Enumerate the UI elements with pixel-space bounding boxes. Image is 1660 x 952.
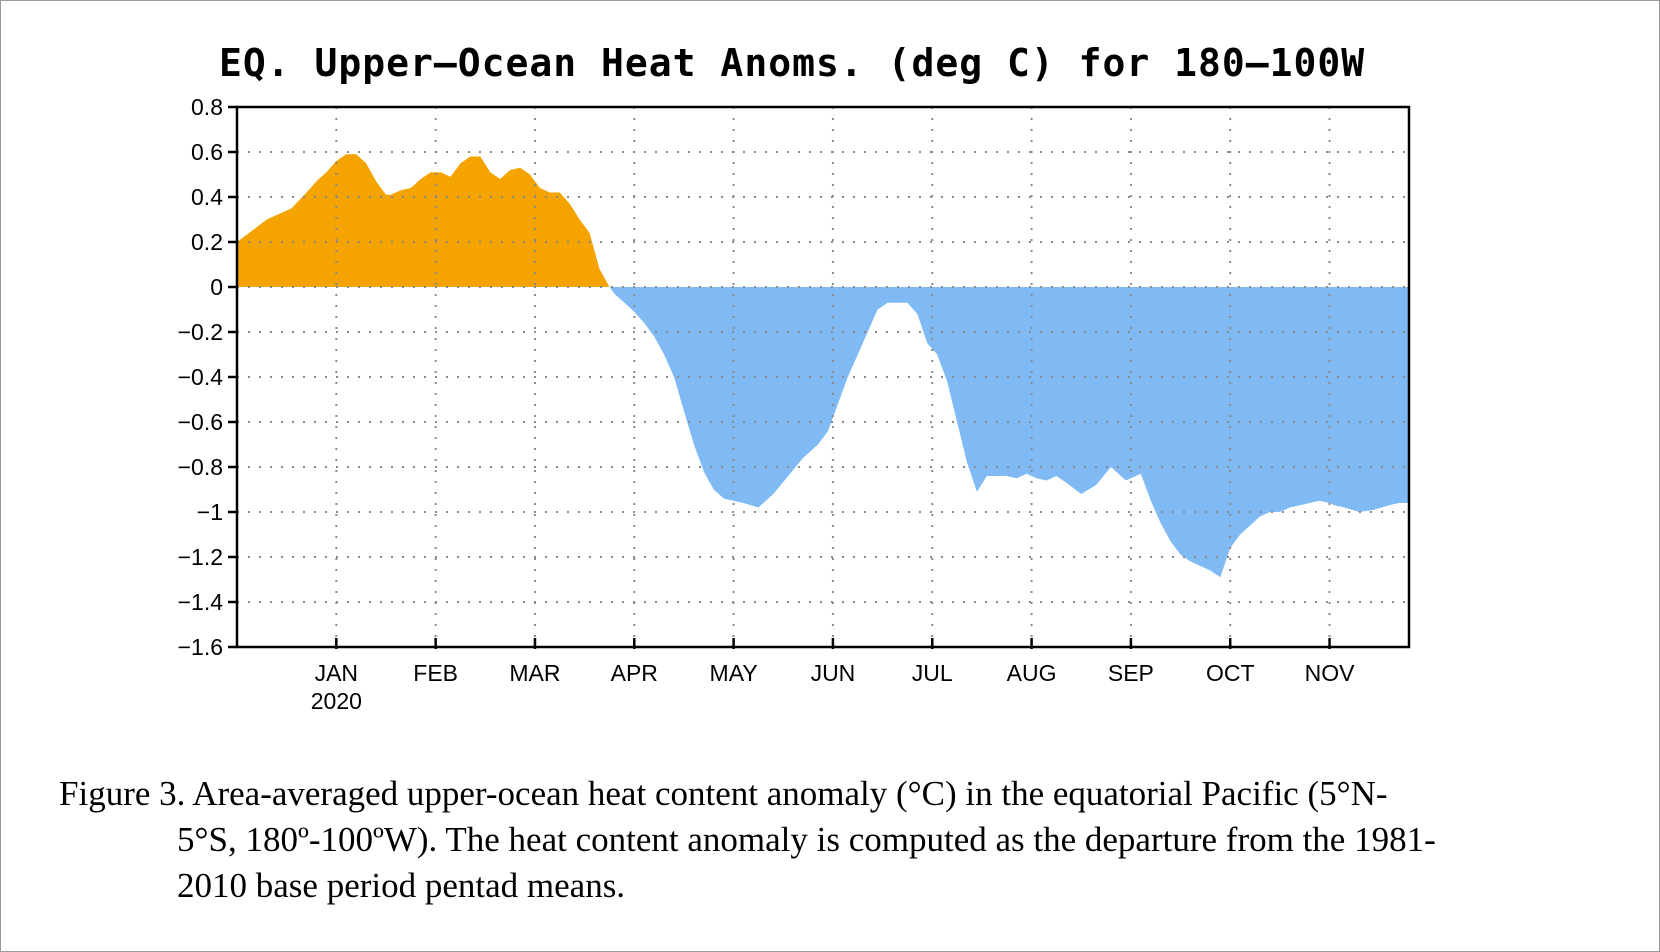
x-tick-label: AUG xyxy=(1007,660,1057,686)
y-tick-label: −0.2 xyxy=(178,319,223,345)
axes xyxy=(228,105,1411,649)
y-tick-label: −1 xyxy=(197,499,223,525)
y-tick-label: 0.6 xyxy=(191,139,223,165)
chart-title: EQ. Upper–Ocean Heat Anoms. (deg C) for … xyxy=(219,41,1366,85)
y-tick-label: −0.8 xyxy=(178,454,223,480)
y-tick-label: −1.4 xyxy=(178,589,224,615)
x-tick-label: FEB xyxy=(413,660,458,686)
y-tick-label: −1.6 xyxy=(178,634,223,660)
y-tick-label: −0.6 xyxy=(178,409,223,435)
y-tick-label: 0.8 xyxy=(191,94,223,120)
y-tick-labels: 0.8 0.6 0.4 0.2 0 −0.2 −0.4 −0.6 −0.8 −1 −1.2 −1.4 −… xyxy=(178,94,224,660)
y-tick-label: −1.2 xyxy=(178,544,223,570)
y-tick-label: 0 xyxy=(210,274,223,300)
anomaly-area xyxy=(237,154,1409,578)
x-tick-label: JAN xyxy=(315,660,358,686)
chart: 0.8 0.6 0.4 0.2 0 −0.2 −0.4 −0.6 −0.8 −1 −1.2 −1.4 −… xyxy=(178,94,1411,714)
y-tick-label: −0.4 xyxy=(178,364,224,390)
x-tick-label: NOV xyxy=(1305,660,1356,686)
x-year-label: 2020 xyxy=(311,688,362,714)
grid xyxy=(237,107,1409,647)
x-tick-label: APR xyxy=(611,660,658,686)
y-tick-label: 0.4 xyxy=(191,184,223,210)
figure-caption: Figure 3. Area-averaged upper-ocean heat… xyxy=(59,771,1599,909)
x-tick-label: SEP xyxy=(1108,660,1154,686)
x-tick-labels: JAN FEB MAR APR MAY JUN JUL AUG SEP OCT NOV 2020 xyxy=(311,660,1355,714)
caption-line-2: 5°S, 180º-100ºW). The heat content anoma… xyxy=(177,820,1436,859)
x-tick-label: JUN xyxy=(811,660,856,686)
x-tick-label: MAR xyxy=(509,660,560,686)
caption-line-1: Figure 3. Area-averaged upper-ocean heat… xyxy=(59,774,1388,813)
negative-anomaly-area xyxy=(237,287,1409,578)
caption-line-3: 2010 base period pentad means. xyxy=(177,866,626,905)
positive-anomaly-area xyxy=(237,154,1409,287)
x-tick-label: MAY xyxy=(710,660,758,686)
y-tick-label: 0.2 xyxy=(191,229,223,255)
x-tick-label: OCT xyxy=(1206,660,1255,686)
x-tick-label: JUL xyxy=(912,660,953,686)
